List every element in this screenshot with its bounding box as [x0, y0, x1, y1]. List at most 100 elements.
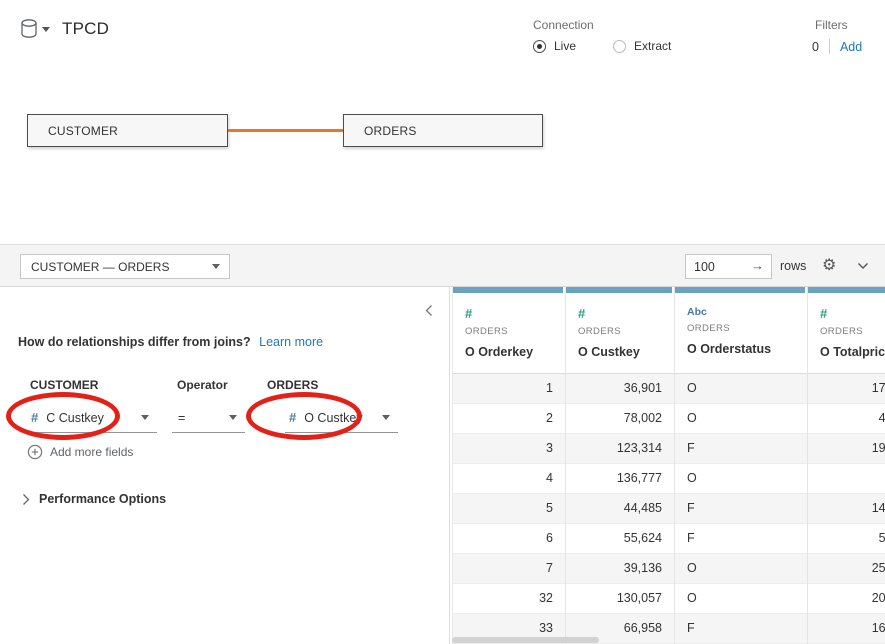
grid-cell: 58,7 — [808, 524, 885, 554]
horizontal-scrollbar-thumb[interactable] — [452, 637, 599, 643]
number-type-icon: # — [465, 306, 473, 321]
connection-option-extract[interactable]: Extract — [613, 39, 671, 53]
datasource-title[interactable]: TPCD — [62, 19, 110, 38]
grid-cell: 252,0 — [808, 554, 885, 584]
database-icon[interactable] — [20, 18, 39, 40]
grid-toolbar: CUSTOMER — ORDERS → rows ⚙ — [0, 244, 885, 287]
grid-cell: 32 — [453, 584, 565, 614]
grid-cell: 36,901 — [566, 374, 674, 404]
grid-cell: F — [675, 524, 807, 554]
number-type-icon: # — [31, 410, 39, 425]
operator-column-label: Operator — [177, 378, 228, 392]
filters-row: 0 Add — [812, 39, 862, 54]
connection-option-live[interactable]: Live — [533, 39, 579, 53]
column-header[interactable]: # ORDERS O Custkey — [566, 293, 674, 374]
grid-cell: F — [675, 614, 807, 644]
grid-cell: 3 — [453, 434, 565, 464]
right-table-column-label: ORDERS — [267, 378, 319, 392]
string-type-icon: Abc — [687, 306, 707, 318]
left-table-column-label: CUSTOMER — [30, 378, 99, 392]
relationship-edit-panel: How do relationships differ from joins? … — [0, 287, 450, 644]
grid-cell: 5 — [453, 494, 565, 524]
relationship-connector-line[interactable] — [228, 129, 343, 132]
filters-label: Filters — [815, 18, 848, 32]
grid-column-o-totalprice: # ORDERS O Totalprice 173,646,9193,832,144,… — [808, 287, 885, 644]
column-accent-bar — [808, 287, 885, 293]
data-grid: # ORDERS O Orderkey 1 2 3 4 5 6 7 32 33 # ORDERS O Cus… — [452, 287, 885, 644]
grid-column-o-custkey: # ORDERS O Custkey 36,901 78,002 123,314 136,7… — [566, 287, 675, 644]
radio-icon-extract[interactable] — [613, 39, 626, 53]
connection-options: Live Extract — [533, 39, 671, 53]
column-table-name: ORDERS — [687, 323, 731, 334]
number-type-icon: # — [578, 306, 586, 321]
database-caret-icon[interactable] — [42, 27, 50, 32]
row-limit-input[interactable] — [686, 255, 740, 278]
column-field-name: O Custkey — [578, 345, 640, 359]
performance-options-expander[interactable]: Performance Options — [22, 492, 166, 506]
grid-cell: 123,314 — [566, 434, 674, 464]
grid-cell: F — [675, 434, 807, 464]
column-accent-bar — [453, 287, 563, 293]
column-header[interactable]: # ORDERS O Orderkey — [453, 293, 565, 374]
grid-cell: O — [675, 374, 807, 404]
table-node-customer[interactable]: CUSTOMER — [27, 114, 228, 147]
grid-cell: 130,057 — [566, 584, 674, 614]
radio-icon-live[interactable] — [533, 39, 546, 53]
table-node-orders[interactable]: ORDERS — [343, 114, 543, 147]
chevron-right-icon — [23, 493, 30, 505]
column-field-name: O Orderkey — [465, 345, 534, 359]
grid-cell: 208,6 — [808, 584, 885, 614]
right-field-dropdown[interactable]: # O Custkey — [285, 403, 398, 433]
connection-label: Connection — [533, 18, 594, 32]
radio-label: Live — [554, 39, 577, 53]
grid-cell: 144,6 — [808, 494, 885, 524]
grid-cell: 7 — [453, 554, 565, 584]
add-filter-link[interactable]: Add — [839, 39, 863, 54]
column-header[interactable]: # ORDERS O Totalprice — [808, 293, 885, 374]
operator-dropdown[interactable]: = — [172, 403, 245, 433]
grid-column-o-orderkey: # ORDERS O Orderkey 1 2 3 4 5 6 7 32 33 — [452, 287, 566, 644]
gear-icon[interactable]: ⚙ — [822, 257, 837, 274]
plus-circle-icon — [27, 444, 43, 460]
grid-cell: O — [675, 464, 807, 494]
number-type-icon: # — [820, 306, 828, 321]
relationship-selector-value: CUSTOMER — ORDERS — [31, 259, 170, 274]
caret-down-icon — [212, 264, 220, 269]
rows-label: rows — [780, 259, 807, 273]
left-field-value: C Custkey — [46, 410, 104, 425]
learn-more-link[interactable]: Learn more — [259, 335, 324, 349]
add-more-fields-label: Add more fields — [50, 445, 134, 459]
grid-cell: O — [675, 404, 807, 434]
chevron-down-icon[interactable] — [857, 262, 869, 270]
collapse-panel-chevron-left-icon[interactable] — [425, 304, 433, 317]
grid-cell: 44,485 — [566, 494, 674, 524]
grid-cell: O — [675, 584, 807, 614]
grid-cell: 173,6 — [808, 374, 885, 404]
radio-label: Extract — [634, 39, 672, 53]
column-table-name: ORDERS — [578, 326, 622, 337]
caret-down-icon — [229, 415, 237, 420]
left-field-dropdown[interactable]: # C Custkey — [27, 403, 157, 433]
grid-cell: 2 — [453, 404, 565, 434]
relationship-selector-dropdown[interactable]: CUSTOMER — ORDERS — [20, 254, 230, 279]
column-header[interactable]: Abc ORDERS O Orderstatus — [675, 293, 807, 374]
apply-row-limit-arrow-icon[interactable]: → — [751, 258, 764, 273]
column-table-name: ORDERS — [820, 326, 864, 337]
help-question-text: How do relationships differ from joins? — [18, 335, 251, 349]
number-type-icon: # — [289, 410, 297, 425]
grid-cell: 163,2 — [808, 614, 885, 644]
filters-count: 0 — [812, 39, 819, 54]
add-more-fields-button[interactable]: Add more fields — [27, 444, 133, 460]
grid-cell: 55,624 — [566, 524, 674, 554]
grid-column-o-orderstatus: Abc ORDERS O Orderstatus O O F O F F O O F — [675, 287, 808, 644]
column-accent-bar — [675, 287, 805, 293]
caret-down-icon — [141, 415, 149, 420]
column-field-name: O Orderstatus — [687, 342, 772, 356]
grid-cell: 39,136 — [566, 554, 674, 584]
column-table-name: ORDERS — [465, 326, 509, 337]
grid-cell: 46,9 — [808, 404, 885, 434]
column-field-name: O Totalprice — [820, 345, 885, 359]
operator-value: = — [178, 410, 186, 425]
caret-down-icon — [382, 415, 390, 420]
